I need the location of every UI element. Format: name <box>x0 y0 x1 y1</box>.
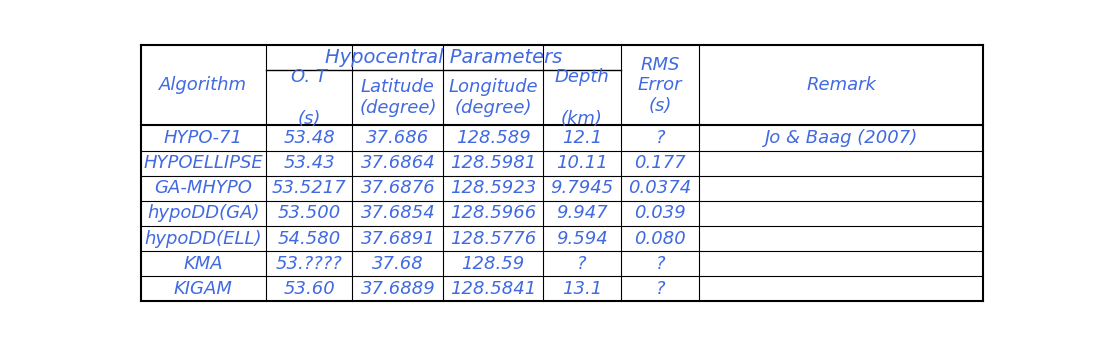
Text: 12.1: 12.1 <box>562 129 602 147</box>
Text: 53.48: 53.48 <box>284 129 335 147</box>
Text: 0.177: 0.177 <box>634 154 685 172</box>
Text: 0.039: 0.039 <box>634 204 685 222</box>
Text: Longitude
(degree): Longitude (degree) <box>448 79 538 117</box>
Text: GA-MHYPO: GA-MHYPO <box>154 179 252 197</box>
Text: hypoDD(ELL): hypoDD(ELL) <box>145 229 262 248</box>
Text: 9.7945: 9.7945 <box>550 179 613 197</box>
Text: RMS
Error
(s): RMS Error (s) <box>638 56 682 115</box>
Text: KIGAM: KIGAM <box>174 280 233 298</box>
Text: HYPO-71: HYPO-71 <box>164 129 243 147</box>
Text: 54.580: 54.580 <box>277 229 341 248</box>
Text: KMA: KMA <box>184 255 223 273</box>
Text: Jo & Baag (2007): Jo & Baag (2007) <box>764 129 918 147</box>
Text: 0.080: 0.080 <box>634 229 685 248</box>
Text: ?: ? <box>577 255 587 273</box>
Text: 128.5966: 128.5966 <box>450 204 537 222</box>
Text: 37.6854: 37.6854 <box>360 204 435 222</box>
Text: 0.0374: 0.0374 <box>629 179 692 197</box>
Text: ?: ? <box>656 255 665 273</box>
Text: 53.43: 53.43 <box>284 154 335 172</box>
Text: Depth

(km): Depth (km) <box>554 68 609 128</box>
Text: O. T

(s): O. T (s) <box>291 68 327 128</box>
Text: Latitude
(degree): Latitude (degree) <box>359 79 437 117</box>
Text: Hypocentral Parameters: Hypocentral Parameters <box>325 48 562 67</box>
Text: ?: ? <box>656 280 665 298</box>
Text: 9.594: 9.594 <box>556 229 608 248</box>
Text: 10.11: 10.11 <box>556 154 608 172</box>
Text: 53.????: 53.???? <box>276 255 343 273</box>
Text: 128.5981: 128.5981 <box>450 154 537 172</box>
Text: 53.500: 53.500 <box>277 204 341 222</box>
Text: 37.686: 37.686 <box>366 129 429 147</box>
Text: 37.6864: 37.6864 <box>360 154 435 172</box>
Text: 128.5923: 128.5923 <box>450 179 537 197</box>
Text: 128.589: 128.589 <box>456 129 530 147</box>
Text: HYPOELLIPSE: HYPOELLIPSE <box>143 154 263 172</box>
Text: 13.1: 13.1 <box>562 280 602 298</box>
Text: 128.5776: 128.5776 <box>450 229 537 248</box>
Text: Algorithm: Algorithm <box>160 76 247 94</box>
Text: 37.6891: 37.6891 <box>360 229 435 248</box>
Text: 53.60: 53.60 <box>284 280 335 298</box>
Text: 128.59: 128.59 <box>461 255 525 273</box>
Text: 37.6876: 37.6876 <box>360 179 435 197</box>
Text: 128.5841: 128.5841 <box>450 280 537 298</box>
Text: 37.6889: 37.6889 <box>360 280 435 298</box>
Text: ?: ? <box>656 129 665 147</box>
Text: 37.68: 37.68 <box>372 255 424 273</box>
Text: hypoDD(GA): hypoDD(GA) <box>147 204 260 222</box>
Text: 53.5217: 53.5217 <box>272 179 346 197</box>
Text: 9.947: 9.947 <box>556 204 608 222</box>
Text: Remark: Remark <box>806 76 876 94</box>
